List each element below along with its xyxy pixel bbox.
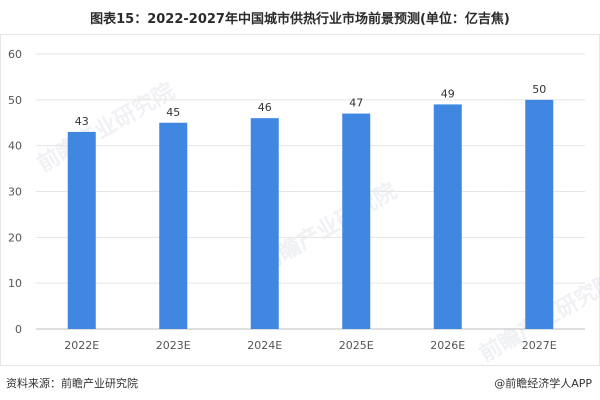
data-label: 49 <box>441 87 455 100</box>
y-tick-label: 50 <box>8 94 22 107</box>
x-tick-label: 2024E <box>247 339 282 352</box>
brand-note: @前瞻经济学人APP <box>494 377 592 390</box>
bar-chart: 0 10 20 30 40 50 60 43 2022E 45 2023E 46 2024E 47 2025… <box>8 48 585 352</box>
x-tick-label: 2026E <box>430 339 465 352</box>
bar <box>433 104 462 330</box>
y-tick-label: 60 <box>8 48 22 61</box>
bar <box>525 99 554 329</box>
y-tick-label: 30 <box>8 186 22 199</box>
x-tick-label: 2025E <box>339 339 374 352</box>
source-note: 资料来源：前瞻产业研究院 <box>6 377 138 390</box>
data-label: 45 <box>166 106 180 119</box>
data-label: 47 <box>349 97 363 110</box>
x-tick-label: 2022E <box>64 339 99 352</box>
data-label: 50 <box>532 83 546 96</box>
y-tick-label: 40 <box>8 140 22 153</box>
bar <box>159 122 188 329</box>
y-tick-label: 10 <box>8 277 22 290</box>
chart-title: 图表15：2022-2027年中国城市供热行业市场前景预测(单位：亿吉焦) <box>90 12 510 27</box>
bar <box>250 118 279 330</box>
data-label: 43 <box>75 115 89 128</box>
bar <box>342 113 371 329</box>
x-tick-label: 2023E <box>156 339 191 352</box>
data-label: 46 <box>258 101 272 114</box>
bar <box>67 131 96 329</box>
y-tick-label: 0 <box>15 323 22 336</box>
x-tick-label: 2027E <box>522 339 557 352</box>
y-tick-label: 20 <box>8 231 22 244</box>
